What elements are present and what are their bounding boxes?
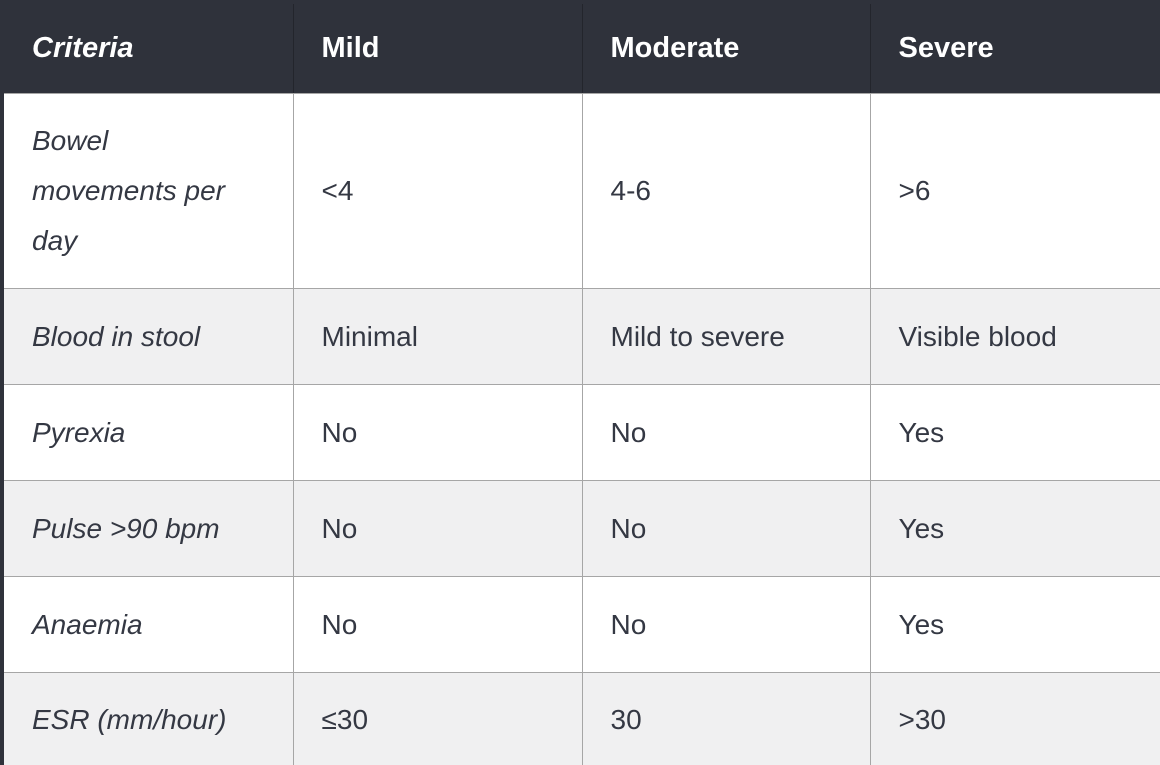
criteria-cell: Anaemia [1, 576, 294, 673]
criteria-cell: ESR (mm/hour) [1, 672, 294, 765]
table-header-row: Criteria Mild Moderate Severe [2, 2, 1160, 94]
column-header-severe: Severe [869, 2, 1160, 94]
table-row-bowel-movements-per-day: Bowel movements per day <4 4-6 >6 [1, 93, 1160, 289]
criteria-cell: Bowel movements per day [1, 93, 294, 289]
value-cell: >30 [869, 672, 1160, 765]
value-cell: No [581, 576, 871, 673]
column-header-criteria: Criteria [2, 2, 293, 94]
table-row-pyrexia: Pyrexia No No Yes [1, 384, 1160, 481]
value-cell: Yes [869, 384, 1160, 481]
column-header-mild: Mild [292, 2, 582, 94]
table-row-anaemia: Anaemia No No Yes [1, 576, 1160, 673]
value-cell: No [292, 576, 583, 673]
value-cell: Mild to severe [581, 288, 871, 385]
value-cell: No [292, 480, 583, 577]
criteria-cell: Pulse >90 bpm [1, 480, 294, 577]
table-row-blood-in-stool: Blood in stool Minimal Mild to severe Visib… [1, 288, 1160, 385]
value-cell: No [292, 384, 583, 481]
criteria-cell: Blood in stool [1, 288, 294, 385]
value-cell: Yes [869, 576, 1160, 673]
table-row-esr-mm-hour: ESR (mm/hour) ≤30 30 >30 [1, 672, 1160, 765]
value-cell: 4-6 [581, 93, 871, 289]
value-cell: Visible blood [869, 288, 1160, 385]
value-cell: No [581, 384, 871, 481]
value-cell: 30 [581, 672, 871, 765]
value-cell: Minimal [292, 288, 583, 385]
value-cell: >6 [869, 93, 1160, 289]
value-cell: <4 [292, 93, 583, 289]
column-header-moderate: Moderate [581, 2, 870, 94]
value-cell: No [581, 480, 871, 577]
criteria-cell: Pyrexia [1, 384, 294, 481]
table-row-pulse-90-bpm: Pulse >90 bpm No No Yes [1, 480, 1160, 577]
value-cell: ≤30 [292, 672, 583, 765]
value-cell: Yes [869, 480, 1160, 577]
